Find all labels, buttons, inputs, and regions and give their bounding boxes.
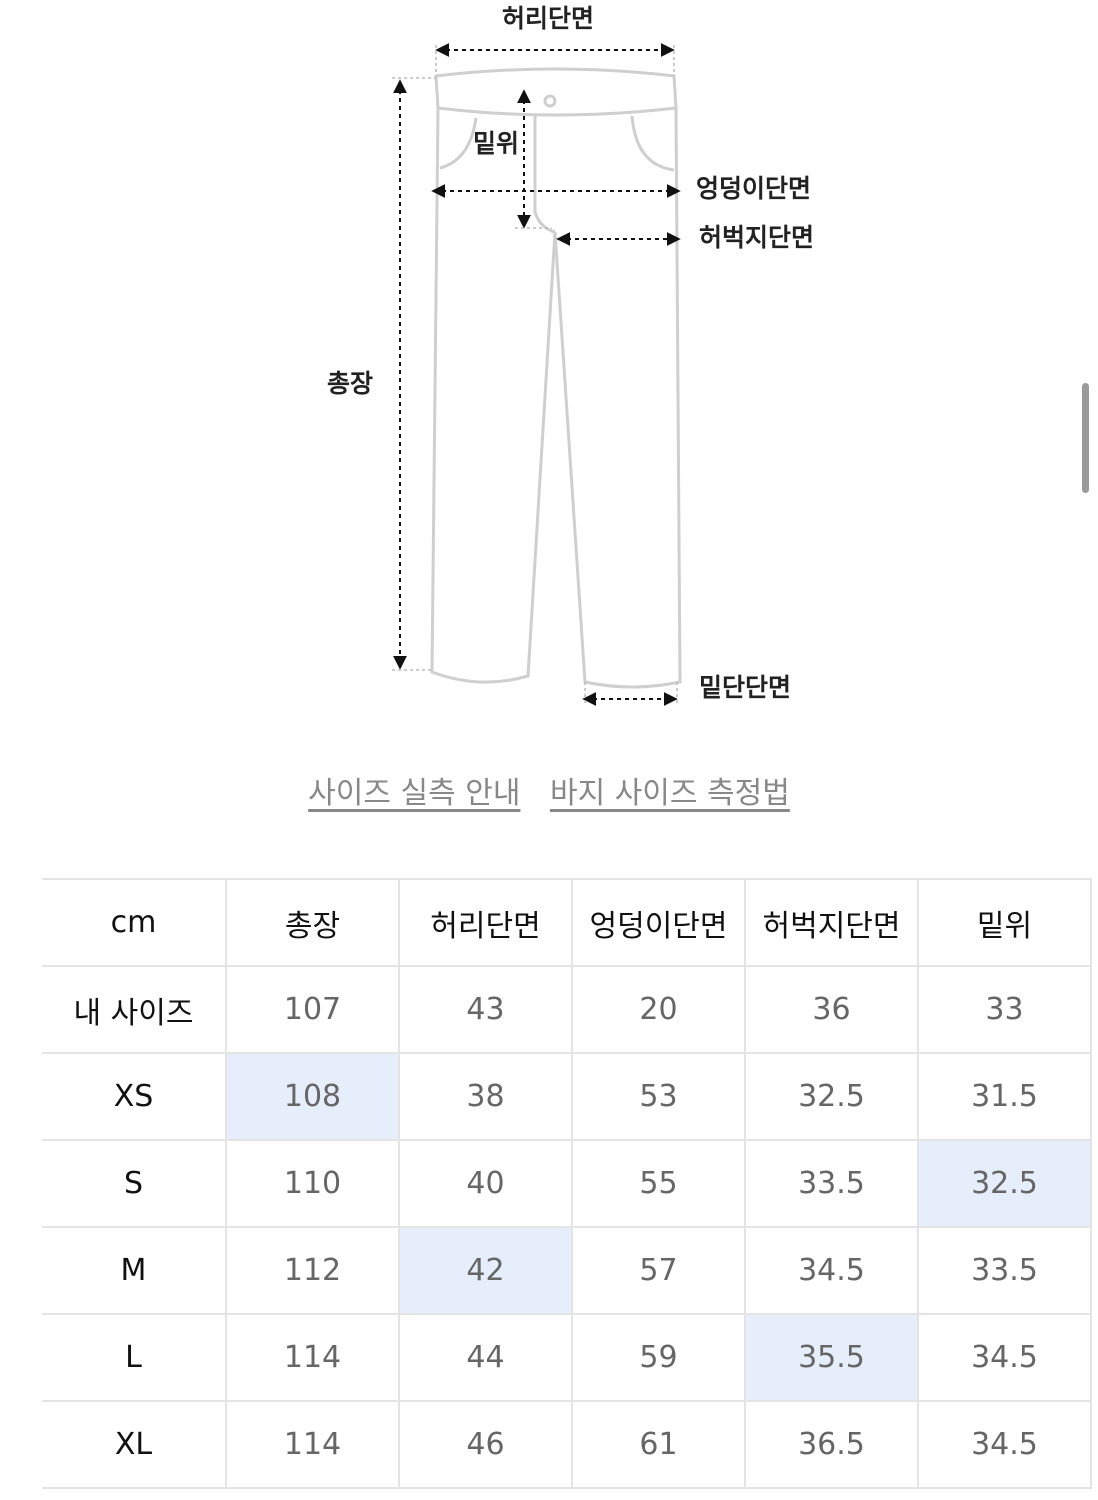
header-cell: 엉덩이단면: [571, 878, 746, 967]
measure-guide-link[interactable]: 바지 사이즈 측정법: [549, 776, 790, 811]
header-cell: 총장: [225, 878, 400, 967]
value-cell: 57: [571, 1226, 746, 1315]
header-cell: 허리단면: [398, 878, 573, 967]
size-links: 사이즈 실측 안내 바지 사이즈 측정법: [0, 768, 1098, 812]
value-cell: 42: [398, 1226, 573, 1315]
value-cell: 34.5: [917, 1400, 1092, 1489]
value-cell: 33.5: [917, 1226, 1092, 1315]
value-cell: 33: [917, 965, 1092, 1054]
value-cell: 36: [744, 965, 919, 1054]
size-row: M 112 42 57 34.5 33.5: [42, 1226, 1092, 1315]
pants-outline: [430, 67, 682, 689]
value-cell: 32.5: [744, 1052, 919, 1141]
header-cell: 밑위: [917, 878, 1092, 967]
value-cell: 59: [571, 1313, 746, 1402]
row-label: L: [42, 1313, 227, 1402]
header-cell: 허벅지단면: [744, 878, 919, 967]
label-hem: 밑단단면: [699, 673, 791, 702]
value-cell: 34.5: [917, 1313, 1092, 1402]
value-cell: 44: [398, 1313, 573, 1402]
value-cell: 34.5: [744, 1226, 919, 1315]
measure-arrows: [393, 43, 681, 706]
value-cell: 40: [398, 1139, 573, 1228]
value-cell: 32.5: [917, 1139, 1092, 1228]
scrollbar: [1082, 383, 1089, 493]
value-cell: 114: [225, 1400, 400, 1489]
value-cell: 55: [571, 1139, 746, 1228]
value-cell: 53: [571, 1052, 746, 1141]
pants-diagram: 허리단면 밑위 엉덩이단면 허벅지단면 총장 밑단단면: [327, 4, 814, 706]
row-label: XL: [42, 1400, 227, 1489]
label-rise: 밑위: [473, 129, 519, 158]
label-thigh: 허벅지단면: [699, 223, 814, 252]
size-row: L 114 44 59 35.5 34.5: [42, 1313, 1092, 1402]
label-length: 총장: [327, 369, 373, 398]
value-cell: 112: [225, 1226, 400, 1315]
value-cell: 110: [225, 1139, 400, 1228]
value-cell: 38: [398, 1052, 573, 1141]
guide-lines: [392, 45, 678, 705]
header-row: cm 총장 허리단면 엉덩이단면 허벅지단면 밑위: [42, 878, 1092, 967]
label-hip: 엉덩이단면: [696, 174, 811, 203]
row-label: M: [42, 1226, 227, 1315]
size-row: XS 108 38 53 32.5 31.5: [42, 1052, 1092, 1141]
size-guide-link[interactable]: 사이즈 실측 안내: [308, 776, 521, 811]
value-cell: 36.5: [744, 1400, 919, 1489]
value-cell: 20: [571, 965, 746, 1054]
value-cell: 61: [571, 1400, 746, 1489]
value-cell: 35.5: [744, 1313, 919, 1402]
value-cell: 114: [225, 1313, 400, 1402]
size-row: XL 114 46 61 36.5 34.5: [42, 1400, 1092, 1489]
label-waist: 허리단면: [502, 4, 594, 33]
row-label: 내 사이즈: [42, 965, 227, 1054]
row-label: S: [42, 1139, 227, 1228]
size-table: cm 총장 허리단면 엉덩이단면 허벅지단면 밑위 내 사이즈 107 43 20 36 33 XS 10…: [42, 878, 1092, 1489]
row-label: XS: [42, 1052, 227, 1141]
value-cell: 107: [225, 965, 400, 1054]
value-cell: 33.5: [744, 1139, 919, 1228]
size-row: 내 사이즈 107 43 20 36 33: [42, 965, 1092, 1054]
value-cell: 43: [398, 965, 573, 1054]
size-row: S 110 40 55 33.5 32.5: [42, 1139, 1092, 1228]
value-cell: 31.5: [917, 1052, 1092, 1141]
value-cell: 46: [398, 1400, 573, 1489]
value-cell: 108: [225, 1052, 400, 1141]
header-cell: cm: [42, 878, 227, 967]
